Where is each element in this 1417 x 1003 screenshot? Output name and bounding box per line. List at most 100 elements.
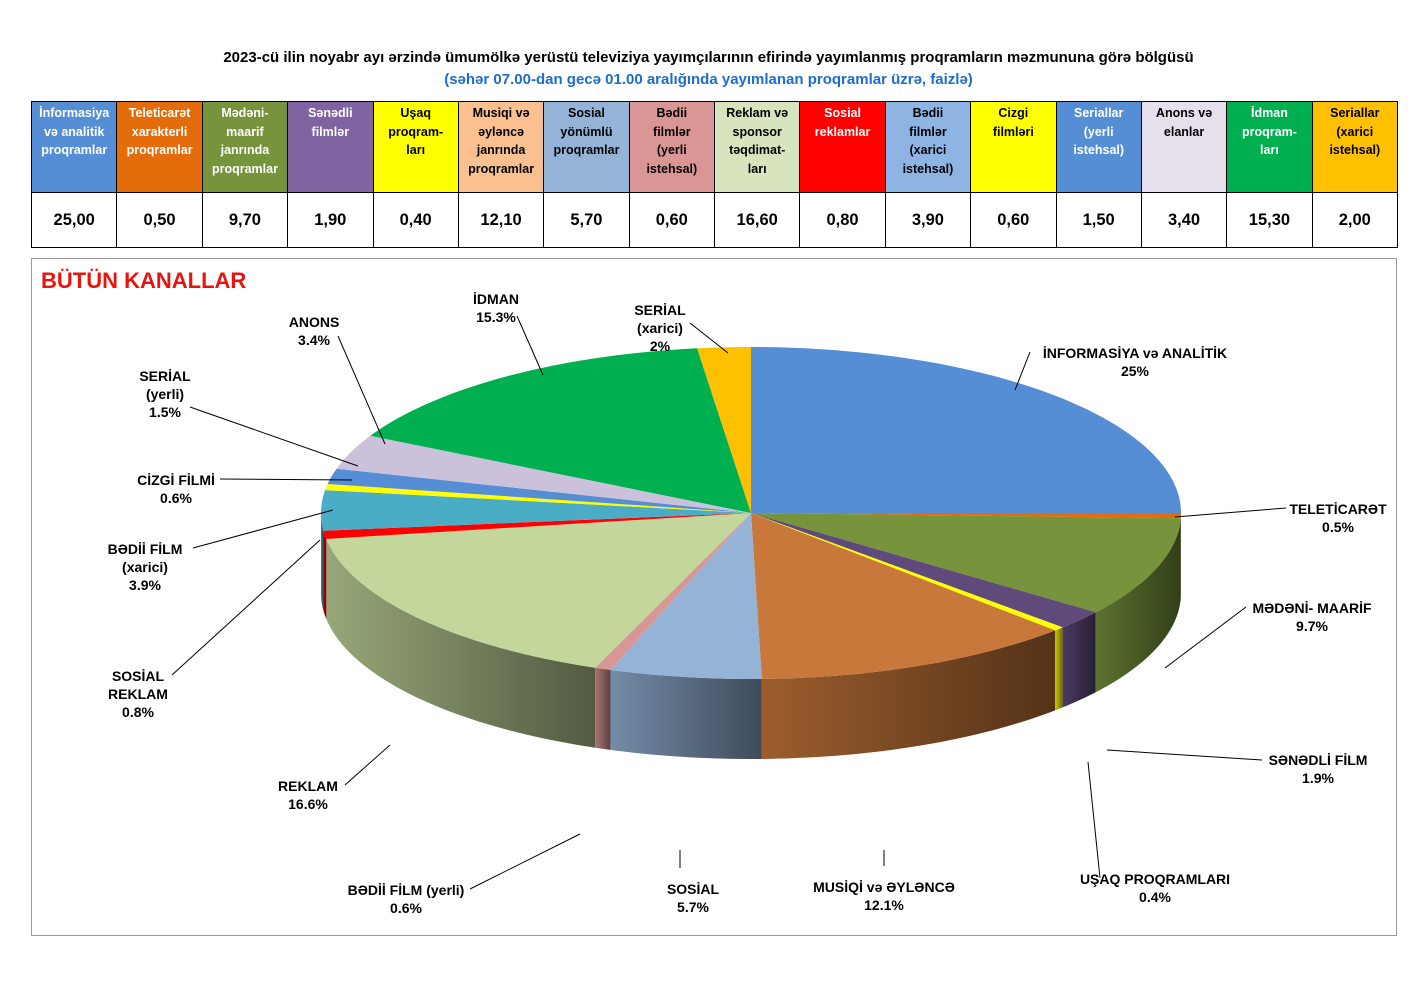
table-header-label: Bədii filmlər (yerli istehsal) — [646, 106, 698, 176]
leader-line — [189, 406, 359, 467]
slice-label: BƏDİİ FİLM (yerli) 0.6% — [348, 882, 465, 916]
slice-label: İNFORMASİYA və ANALİTİK 25% — [1043, 345, 1227, 379]
slice-label: SERİAL (yerli) 1.5% — [139, 368, 191, 420]
slice-label: REKLAM 16.6% — [278, 778, 338, 812]
table-value-cell: 16,60 — [713, 192, 801, 248]
page-title: 2023-cü ilin noyabr ayı ərzində ümumölkə… — [223, 49, 1194, 66]
page-subtitle: (səhər 07.00-dan gecə 01.00 aralığında y… — [444, 71, 973, 88]
slice-label: CİZGİ FİLMİ 0.6% — [137, 472, 215, 506]
table-header-label: Uşaq proqram- ları — [388, 106, 444, 157]
table-header-label: Teleticarət xarakterli proqramlar — [126, 106, 193, 157]
table-header-label: Seriallar (xarici istehsal) — [1329, 106, 1381, 157]
pie-slice-side — [610, 669, 762, 759]
slice-label-line: (xarici) — [122, 559, 168, 575]
pie-sides — [321, 513, 1181, 759]
pie-slice — [751, 513, 1063, 631]
pie-slice — [370, 348, 751, 513]
slice-pct-label: 0.6% — [390, 900, 422, 916]
slice-pct-label: 0.8% — [122, 704, 154, 720]
slice-label-line: ANONS — [289, 314, 340, 330]
slice-label-line: BƏDİİ FİLM — [108, 541, 183, 557]
pie-slice-side — [595, 667, 611, 750]
leader-line — [337, 335, 386, 445]
pie-slice — [326, 513, 751, 668]
slice-label-line: BƏDİİ FİLM (yerli) — [348, 882, 465, 898]
slice-pct-label: 3.4% — [298, 332, 330, 348]
slice-label-line: İNFORMASİYA və ANALİTİK — [1043, 345, 1227, 361]
leader-line — [219, 478, 353, 481]
table-header-label: İdman proqram- ları — [1242, 106, 1297, 157]
pie-slice-side — [323, 530, 327, 619]
table-header-cell: Reklam və sponsor təqdimat- ları — [713, 101, 801, 193]
table-header-cell: Sənədli filmlər — [287, 101, 374, 193]
slice-label: MUSİQİ və ƏYLƏNCƏ 12.1% — [813, 879, 955, 913]
table-header-label: Seriallar (yerli istehsal) — [1073, 106, 1125, 157]
leader-line — [171, 539, 321, 676]
leader-line — [1087, 761, 1101, 879]
pie-tops — [321, 347, 1181, 679]
slice-label-line: UŞAQ PROQRAMLARI — [1080, 871, 1230, 887]
table-header-label: Sənədli filmlər — [308, 106, 353, 139]
table-header-cell: Mədəni- maarif janrında proqramlar — [201, 101, 289, 193]
table-value-cell: 1,50 — [1055, 192, 1142, 248]
leader-line — [1174, 507, 1287, 518]
pie-slice — [751, 513, 1181, 613]
table-header-cell: Bədii filmlər (yerli istehsal) — [628, 101, 716, 193]
pie-slice-side — [1062, 612, 1096, 708]
slice-pct-label: 25% — [1121, 363, 1150, 379]
table-value-cell: 9,70 — [201, 192, 289, 248]
slice-pct-label: 3.9% — [129, 577, 161, 593]
leader-line — [192, 509, 334, 549]
slice-label-line: (yerli) — [146, 386, 184, 402]
table-value-cell: 2,00 — [1311, 192, 1399, 248]
slice-pct-label: 9.7% — [1296, 618, 1328, 634]
table-value-cell: 25,00 — [30, 192, 118, 248]
table-value-cell: 12,10 — [457, 192, 545, 248]
slice-label-line: İDMAN — [473, 291, 519, 307]
slice-label-line: REKLAM — [108, 686, 168, 702]
slice-pct-label: 15.3% — [476, 309, 516, 325]
slice-label: SOSİAL 5.7% — [667, 881, 720, 915]
slice-label: TELETİCARƏT 0.5% — [1289, 501, 1387, 535]
slice-label-line: CİZGİ FİLMİ — [137, 472, 215, 488]
table-value-row: 25,00 0,50 9,70 1,90 0,40 12,10 5,70 0,60 16,60 0… — [30, 192, 1399, 248]
leader-line — [689, 322, 729, 354]
pie-slice — [323, 513, 751, 539]
pie-labels: İNFORMASİYA və ANALİTİK 25% TELETİCARƏT 0.5… — [108, 291, 1387, 916]
table-header-label: Sosial reklamlar — [814, 106, 871, 139]
pie-slice — [327, 468, 751, 513]
table-value-cell: 5,70 — [543, 192, 630, 248]
slice-label-line: (xarici) — [637, 320, 683, 336]
pie-slice — [595, 513, 751, 670]
table-value-cell: 1,90 — [287, 192, 374, 248]
table-value-cell: 0,50 — [116, 192, 203, 248]
table-header-row: İnformasiya və analitik proqramlar Teleti… — [30, 101, 1399, 193]
leader-line — [1164, 606, 1247, 669]
table-value-cell: 3,40 — [1140, 192, 1228, 248]
table-header-label: Sosial yönümlü proqramlar — [553, 106, 620, 157]
slice-pct-label: 0.5% — [1322, 519, 1354, 535]
table-value-cell: 0,60 — [628, 192, 716, 248]
leader-line — [1014, 351, 1031, 391]
pie-slice — [751, 347, 1181, 513]
slice-pct-label: 16.6% — [288, 796, 328, 812]
slice-label-line: SERİAL — [634, 302, 686, 318]
category-table: İnformasiya və analitik proqramlar Teleti… — [30, 101, 1399, 248]
slice-label-line: MƏDƏNİ- MAARİF — [1252, 600, 1372, 616]
table-header-cell: Teleticarət xarakterli proqramlar — [116, 101, 203, 193]
table-header-cell: Sosial reklamlar — [799, 101, 886, 193]
table-header-cell: Seriallar (yerli istehsal) — [1055, 101, 1142, 193]
slice-label: SERİAL (xarici) 2% — [634, 302, 686, 354]
slice-pct-label: 0.6% — [160, 490, 192, 506]
slice-pct-label: 2% — [650, 338, 671, 354]
table-header-cell: İnformasiya və analitik proqramlar — [30, 101, 118, 193]
table-header-label: Musiqi və əyləncə janrında proqramlar — [468, 106, 535, 176]
pie-slice — [751, 513, 1096, 628]
table-header-label: Reklam və sponsor təqdimat- ları — [726, 106, 789, 176]
table-header-cell: Sosial yönümlü proqramlar — [543, 101, 630, 193]
pie-slice-side — [761, 630, 1056, 759]
slice-label: SOSİAL REKLAM 0.8% — [108, 668, 168, 720]
slice-label-line: SOSİAL — [667, 881, 720, 897]
slice-label: BƏDİİ FİLM (xarici) 3.9% — [108, 541, 183, 593]
